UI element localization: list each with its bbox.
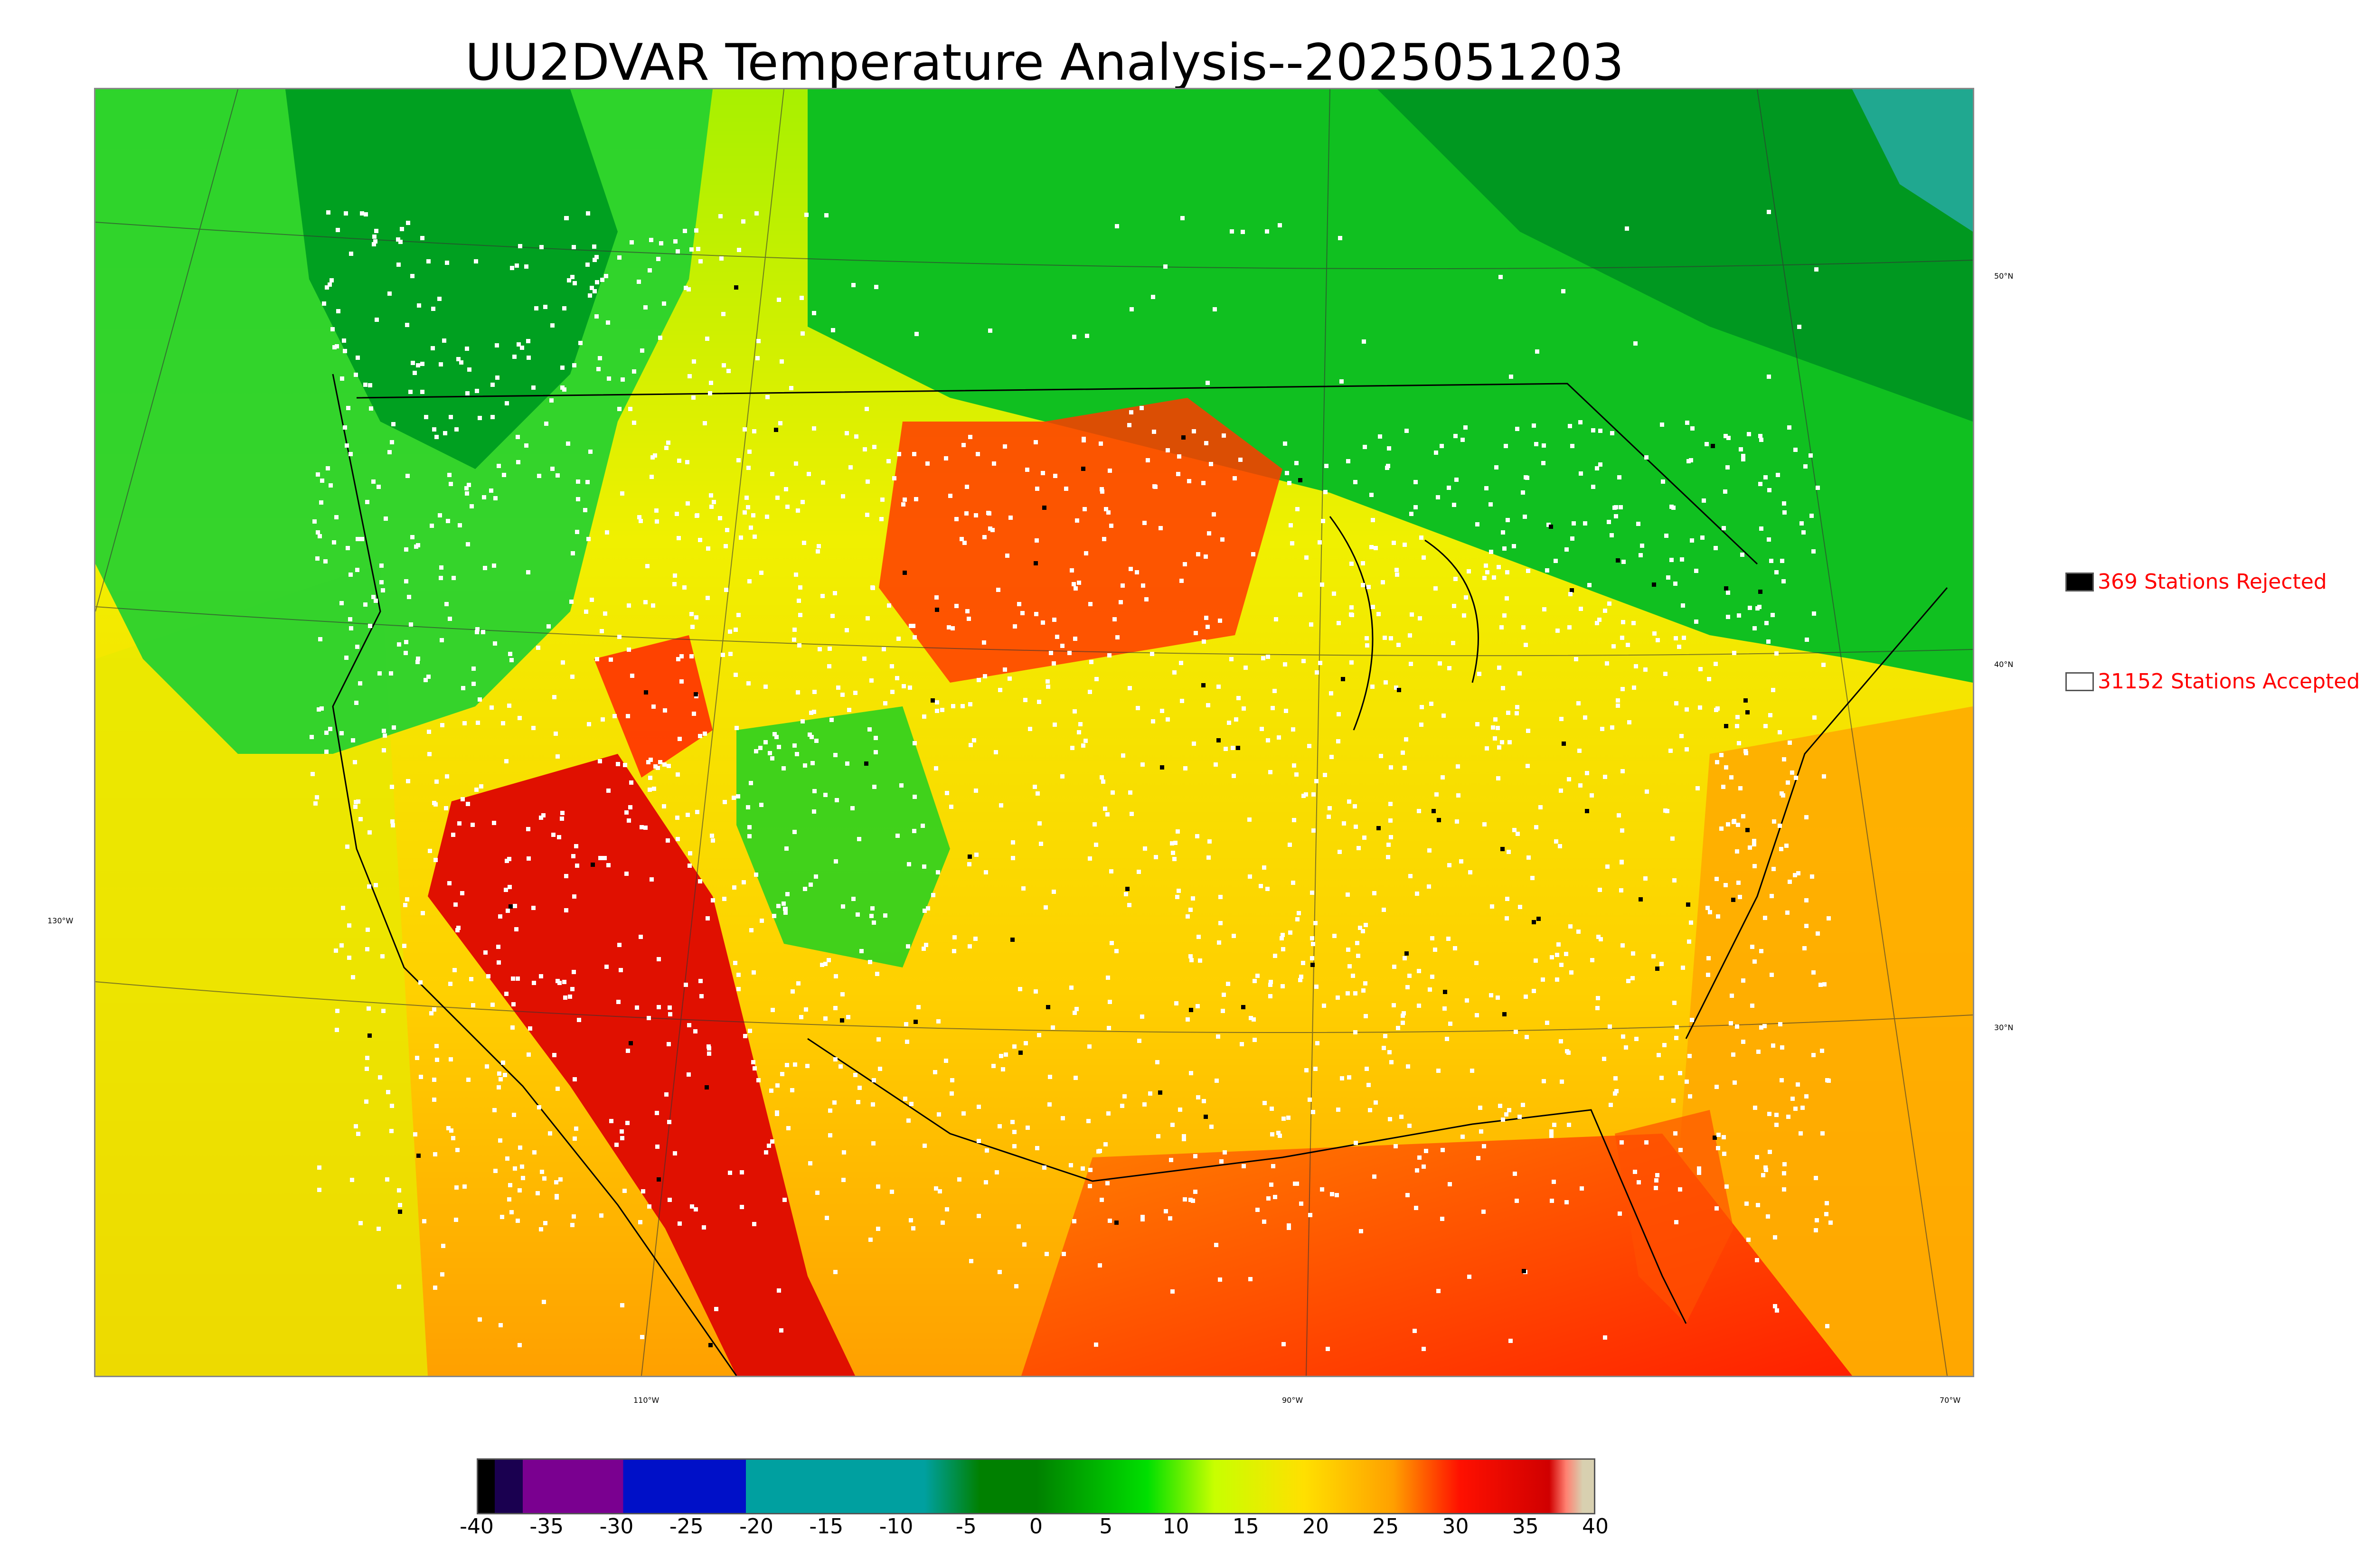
colorbar-tick-label: -25 (669, 1514, 704, 1539)
legend-accepted-label: 31152 Stations Accepted (2098, 669, 2360, 694)
labrador-cold-field (1852, 89, 1973, 232)
northeast-cold-field (1377, 89, 1973, 422)
colorbar-tick-label: -40 (460, 1514, 494, 1539)
colorbar-tick-label: 25 (1372, 1514, 1399, 1539)
pacific-ocean-field (95, 564, 428, 1376)
legend-accepted: 31152 Stations Accepted (2065, 669, 2360, 694)
colorbar-tick-label: 5 (1099, 1514, 1113, 1539)
lat-label-30n: 30°N (1994, 1023, 2014, 1032)
legend-accepted-swatch (2065, 672, 2094, 691)
dakotas-hot-field (879, 398, 1282, 683)
colorbar-tick-label: 30 (1442, 1514, 1469, 1539)
colorado-cool-field (736, 706, 950, 967)
colorbar-tick-label: -30 (599, 1514, 634, 1539)
legend-rejected: 369 Stations Rejected (2065, 570, 2327, 594)
lon-label-70w: 70°W (1940, 1396, 1961, 1405)
graticule (95, 89, 1973, 1376)
colorbar-tick-label: -10 (879, 1514, 914, 1539)
lat-label-50n: 50°N (1994, 272, 2014, 281)
florida-field (1615, 1110, 1733, 1324)
colorbar-tick-label: 0 (1029, 1514, 1043, 1539)
colorbar-tick-label: 10 (1162, 1514, 1189, 1539)
lat-label-40n: 40°N (1994, 660, 2014, 669)
legend-rejected-swatch (2065, 572, 2094, 592)
boundaries (332, 374, 1948, 1376)
colorbar-tick-label: -20 (739, 1514, 773, 1539)
colorbar-tick-label: 15 (1232, 1514, 1259, 1539)
atlantic-ocean-field (1662, 706, 1973, 1376)
legend-rejected-label: 369 Stations Rejected (2098, 570, 2327, 594)
rockies-cold-field (285, 89, 618, 469)
colorbar (477, 1458, 1595, 1514)
colorbar-tick-label: -35 (529, 1514, 564, 1539)
colorbar-tick-label: 35 (1512, 1514, 1539, 1539)
colorbar-tick-label: -15 (809, 1514, 844, 1539)
temperature-map (94, 88, 1974, 1377)
station-dots (310, 210, 1833, 1351)
colorbar-tick-label: 20 (1302, 1514, 1329, 1539)
lon-label-130w: 130°W (47, 916, 74, 925)
lon-label-90w: 90°W (1282, 1396, 1303, 1405)
map-canvas (95, 89, 1973, 1376)
colorbar-tick-label: -5 (955, 1514, 977, 1539)
page-title: UU2DVAR Temperature Analysis--2025051203 (465, 33, 1624, 92)
lon-label-110w: 110°W (633, 1396, 659, 1405)
colorbar-tick-label: 40 (1582, 1514, 1609, 1539)
